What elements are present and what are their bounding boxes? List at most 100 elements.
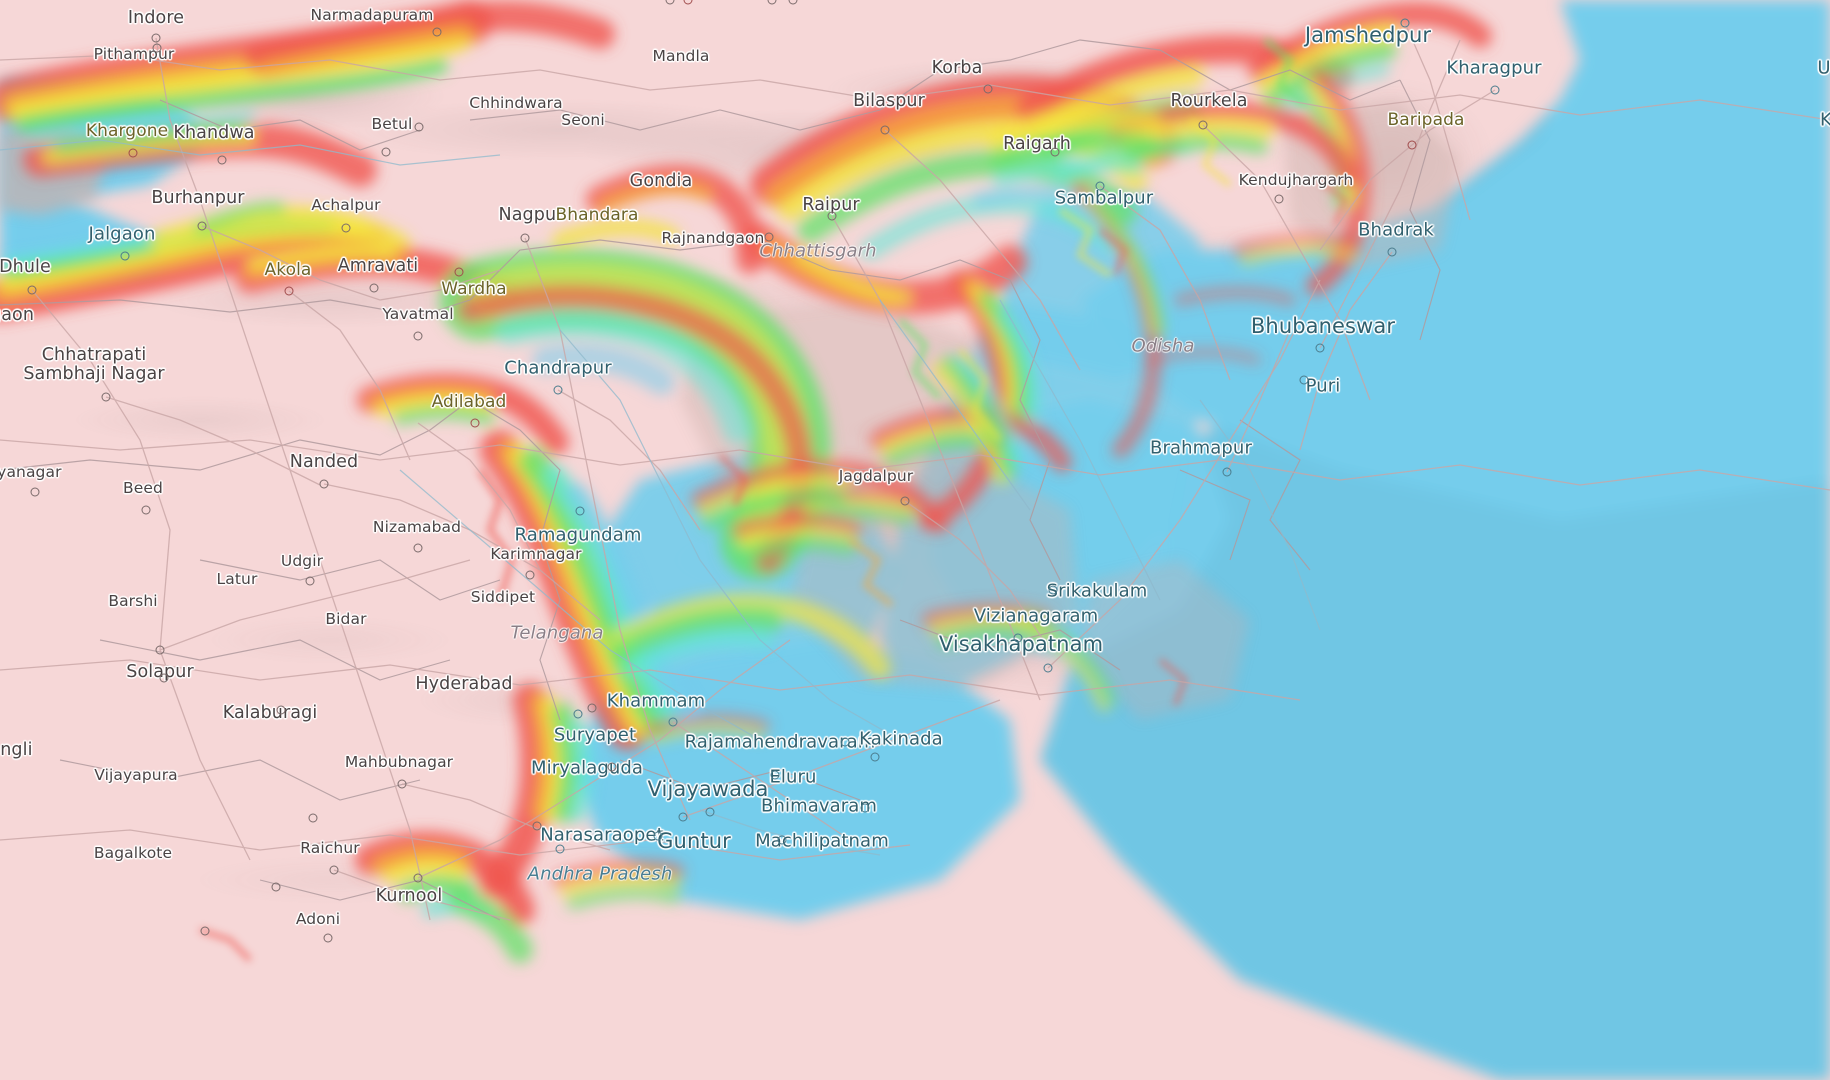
- city-label-rajamahendravaram[interactable]: Rajamahendravaram: [684, 731, 876, 753]
- city-marker-vijayapura[interactable]: [271, 882, 281, 892]
- city-label-suryapet[interactable]: Suryapet: [553, 724, 637, 746]
- city-marker-bagalkote[interactable]: [200, 926, 210, 936]
- city-marker-raigarh[interactable]: [1050, 147, 1060, 157]
- city-marker-chhindwara[interactable]: [414, 122, 424, 132]
- city-label-seoni[interactable]: Seoni: [561, 111, 605, 129]
- city-label-eluru[interactable]: Eluru: [769, 766, 817, 788]
- city-label-jamshedpur[interactable]: Jamshedpur: [1304, 23, 1432, 47]
- city-marker-pithampur[interactable]: [152, 43, 162, 53]
- city-label-achalpur[interactable]: Achalpur: [311, 196, 381, 214]
- city-marker-machilipatnam[interactable]: [777, 835, 787, 845]
- city-label-mandla[interactable]: Mandla: [652, 47, 710, 65]
- city-marker-sambalpur[interactable]: [1095, 181, 1105, 191]
- city-marker-raipur[interactable]: [827, 211, 837, 221]
- city-marker-kurnool[interactable]: [413, 873, 423, 883]
- city-marker-jagdalpur[interactable]: [900, 496, 910, 506]
- city-marker-kendujhargarh[interactable]: [1274, 194, 1284, 204]
- city-label-dhule[interactable]: Dhule: [0, 257, 51, 277]
- city-label-pithampur[interactable]: Pithampur: [93, 45, 175, 63]
- city-marker-vizianagaram[interactable]: [1013, 633, 1023, 643]
- city-marker-solapur[interactable]: [155, 645, 165, 655]
- city-label-adoni[interactable]: Adoni: [295, 910, 341, 928]
- city-label-khandwa[interactable]: Khandwa: [173, 123, 255, 143]
- city-marker-jamshedpur[interactable]: [1400, 18, 1410, 28]
- city-marker-indore[interactable]: [151, 33, 161, 43]
- city-label-vizianagaram[interactable]: Vizianagaram: [973, 605, 1099, 627]
- city-label-barshi[interactable]: Barshi: [108, 592, 158, 610]
- city-marker-visakhapatnam[interactable]: [1043, 663, 1053, 673]
- city-label-betul[interactable]: Betul: [371, 115, 413, 133]
- city-label-khammam[interactable]: Khammam: [606, 690, 706, 712]
- city-marker-rajnandgaon[interactable]: [764, 232, 774, 242]
- city-marker-kharagpur[interactable]: [1490, 85, 1500, 95]
- city-label-latur[interactable]: Latur: [216, 570, 258, 588]
- city-marker-barshi[interactable]: [159, 673, 169, 683]
- city-label-burhanpur[interactable]: Burhanpur: [151, 188, 245, 208]
- city-label-kurnool[interactable]: Kurnool: [375, 886, 443, 906]
- city-label-udgir[interactable]: Udgir: [280, 552, 324, 570]
- city-label-solapur[interactable]: Solapur: [126, 662, 194, 682]
- city-marker-hyderabad[interactable]: [532, 821, 542, 831]
- city-label-raichur[interactable]: Raichur: [300, 839, 360, 857]
- city-marker-khargone[interactable]: [128, 148, 138, 158]
- city-marker-puri[interactable]: [1299, 375, 1309, 385]
- city-label-nanded[interactable]: Nanded: [289, 452, 359, 472]
- city-label-hyderabad[interactable]: Hyderabad: [415, 674, 513, 694]
- city-marker-miryalaguda[interactable]: [555, 844, 565, 854]
- city-marker-ramagundam[interactable]: [575, 506, 585, 516]
- city-label-machilipatnam[interactable]: Machilipatnam: [755, 830, 889, 852]
- city-label-yavatmal[interactable]: Yavatmal: [382, 305, 454, 323]
- city-label-vijayawada[interactable]: Vijayawada: [647, 777, 769, 801]
- city-marker-baripada[interactable]: [1407, 140, 1417, 150]
- city-label-guntur[interactable]: Guntur: [657, 829, 731, 853]
- city-label-akola[interactable]: Akola: [264, 260, 312, 280]
- city-label-nagpur[interactable]: Nagpur: [498, 205, 564, 225]
- city-label-narmadapuram[interactable]: Narmadapuram: [310, 6, 434, 24]
- city-marker-dhule[interactable]: [27, 285, 37, 295]
- city-marker-adoni[interactable]: [323, 933, 333, 943]
- city-marker-jalgaon[interactable]: [120, 251, 130, 261]
- city-label-chhindwara[interactable]: Chhindwara: [469, 94, 563, 112]
- city-label-kharagpur[interactable]: Kharagpur: [1446, 57, 1542, 79]
- city-label-kendujhargarh[interactable]: Kendujhargarh: [1238, 171, 1354, 189]
- city-marker-beed[interactable]: [141, 505, 151, 515]
- city-marker-chhatrapati-sambhaji-nagar[interactable]: [101, 392, 111, 402]
- city-label-nizamabad[interactable]: Nizamabad: [372, 518, 462, 536]
- city-label-khargone[interactable]: Khargone: [85, 121, 169, 141]
- city-marker-raichur[interactable]: [329, 865, 339, 875]
- city-marker-nanded[interactable]: [319, 479, 329, 489]
- city-label-narasaraopet[interactable]: Narasaraopet: [540, 824, 664, 846]
- city-label-vijayapura[interactable]: Vijayapura: [94, 766, 178, 784]
- city-marker-guntur[interactable]: [678, 812, 688, 822]
- city-marker-akola[interactable]: [284, 286, 294, 296]
- city-marker-nizamabad[interactable]: [413, 543, 423, 553]
- city-label-srikakulam[interactable]: Srikakulam: [1046, 580, 1148, 602]
- city-label-puri[interactable]: Puri: [1305, 375, 1341, 397]
- city-marker-narasaraopet[interactable]: [653, 831, 663, 841]
- city-label-hilyanagar[interactable]: hilyanagar: [0, 463, 62, 481]
- city-label-indore[interactable]: Indore: [127, 8, 185, 28]
- city-label-ramagundam[interactable]: Ramagundam: [514, 524, 642, 546]
- city-label-wardha[interactable]: Wardha: [441, 279, 507, 299]
- city-marker-rajamahendravaram[interactable]: [840, 737, 850, 747]
- city-label-kalaburagi[interactable]: Kalaburagi: [222, 703, 318, 723]
- city-label-bhadrak[interactable]: Bhadrak: [1358, 219, 1434, 241]
- city-marker-khammam[interactable]: [668, 717, 678, 727]
- city-label-sambalpur[interactable]: Sambalpur: [1054, 187, 1154, 209]
- city-label-bilaspur[interactable]: Bilaspur: [853, 91, 925, 111]
- city-label-siddipet[interactable]: Siddipet: [470, 588, 536, 606]
- city-marker-srikakulam[interactable]: [1048, 585, 1058, 595]
- city-marker-burhanpur[interactable]: [197, 221, 207, 231]
- city-label-bhandara[interactable]: Bhandara: [555, 205, 639, 225]
- city-label-bagalkote[interactable]: Bagalkote: [93, 844, 173, 862]
- city-marker-bilaspur[interactable]: [880, 125, 890, 135]
- city-marker-vijayawada[interactable]: [705, 807, 715, 817]
- city-marker-khandwa[interactable]: [217, 155, 227, 165]
- city-label-bhimavaram[interactable]: Bhimavaram: [761, 795, 877, 817]
- city-marker-bhadrak[interactable]: [1387, 247, 1397, 257]
- city-label-raipur[interactable]: Raipur: [802, 195, 860, 215]
- city-label-gaon[interactable]: gaon: [0, 305, 35, 325]
- city-label-angli[interactable]: angli: [0, 740, 33, 760]
- city-marker-karimnagar[interactable]: [525, 570, 535, 580]
